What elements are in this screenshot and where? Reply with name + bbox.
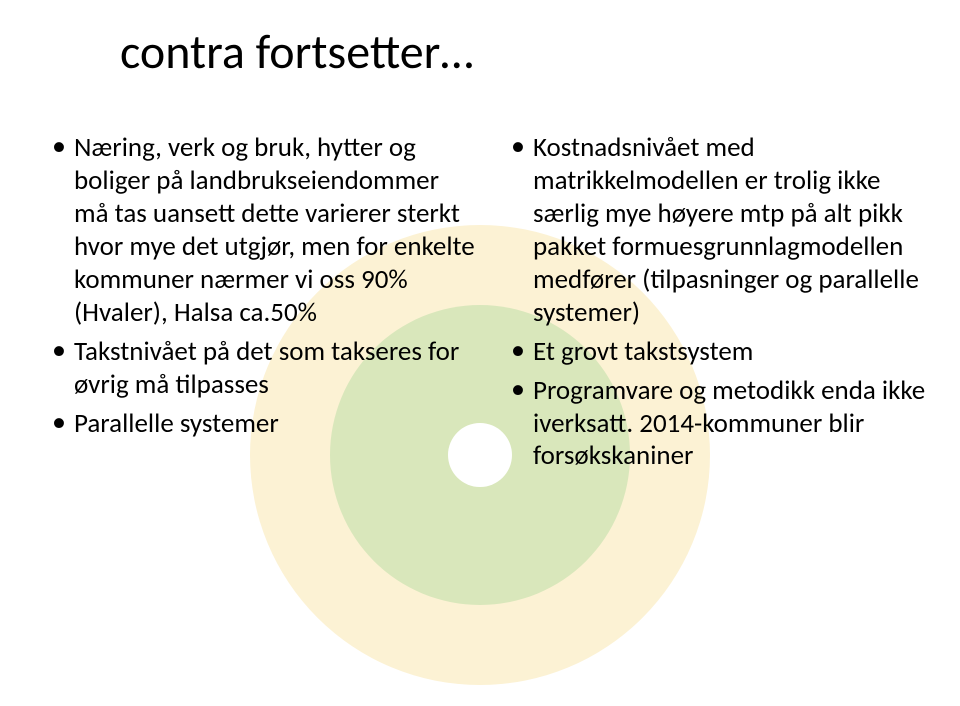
two-column-body: Næring, verk og bruk, hytter og boliger … xyxy=(46,132,934,479)
right-column: Kostnadsnivået med matrikkelmodellen er … xyxy=(505,132,934,479)
list-item: Programvare og metodikk enda ikke iverks… xyxy=(533,375,934,474)
list-item: Parallelle systemer xyxy=(74,408,475,441)
slide: contra fortsetter… Næring, verk og bruk,… xyxy=(0,0,960,706)
bullet-text: Et grovt takstsystem xyxy=(533,335,753,368)
left-bullet-list: Næring, verk og bruk, hytter og boliger … xyxy=(46,132,475,440)
page-title: contra fortsetter… xyxy=(120,22,474,81)
bullet-text: Kostnadsnivået med matrikkelmodellen er … xyxy=(533,131,919,329)
list-item: Næring, verk og bruk, hytter og boliger … xyxy=(74,132,475,330)
list-item: Takstnivået på det som takseres for øvri… xyxy=(74,336,475,402)
left-column: Næring, verk og bruk, hytter og boliger … xyxy=(46,132,475,479)
right-bullet-list: Kostnadsnivået med matrikkelmodellen er … xyxy=(505,132,934,473)
bullet-text: Programvare og metodikk enda ikke iverks… xyxy=(533,374,925,473)
list-item: Et grovt takstsystem xyxy=(533,336,934,369)
bullet-text: Parallelle systemer xyxy=(74,407,279,440)
bullet-text: Takstnivået på det som takseres for øvri… xyxy=(74,335,459,401)
bullet-text: Næring, verk og bruk, hytter og boliger … xyxy=(74,131,475,329)
list-item: Kostnadsnivået med matrikkelmodellen er … xyxy=(533,132,934,330)
